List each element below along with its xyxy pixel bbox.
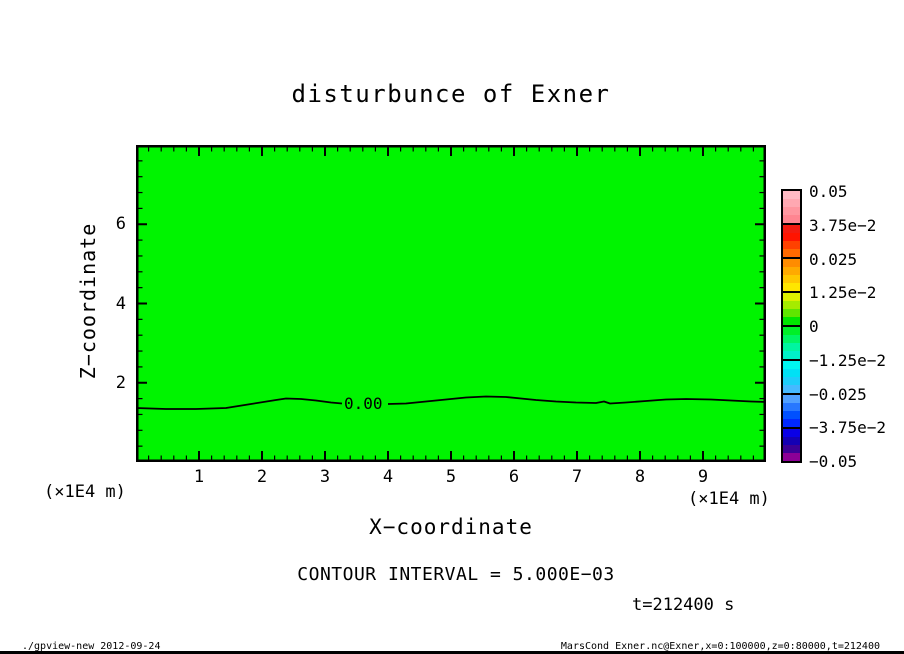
x-tick-label: 6	[508, 467, 520, 487]
colorbar-tick-label: −0.05	[809, 452, 858, 471]
x-tick-label: 1	[193, 467, 205, 487]
zero-contour-line	[136, 395, 766, 410]
x-tick-label: 2	[256, 467, 268, 487]
colorbar-segment	[783, 223, 800, 257]
x-tick-label: 7	[571, 467, 583, 487]
colorbar-band	[783, 335, 800, 343]
colorbar-band	[783, 249, 800, 257]
colorbar-band	[783, 275, 800, 283]
colorbar-tick-label: 0	[809, 317, 819, 336]
colorbar-band	[783, 327, 800, 335]
colorbar-band	[783, 377, 800, 385]
x-tick-label: 4	[382, 467, 394, 487]
colorbar-band	[783, 283, 800, 291]
colorbar-segment	[783, 393, 800, 427]
colorbar-segment	[783, 359, 800, 393]
colorbar-band	[783, 241, 800, 249]
colorbar-band	[783, 191, 800, 199]
y-axis-unit-label: (×1E4 m)	[44, 482, 126, 502]
colorbar-tick-label: −1.25e−2	[809, 350, 887, 370]
footer-dataset-info: MarsCond_Exner.nc@Exner,x=0:100000,z=0:8…	[560, 641, 880, 652]
colorbar-band	[783, 429, 800, 437]
plot-frame	[136, 145, 766, 462]
colorbar-segment	[783, 191, 800, 223]
colorbar-segment	[783, 427, 800, 461]
colorbar-band	[783, 419, 800, 427]
colorbar-band	[783, 385, 800, 393]
colorbar-band	[783, 369, 800, 377]
colorbar-band	[783, 437, 800, 445]
colorbar-tick-label: −0.025	[809, 384, 867, 404]
chart-title: disturbunce of Exner	[291, 80, 611, 108]
window-bottom-border	[0, 651, 904, 654]
colorbar-segment	[783, 325, 800, 359]
colorbar-band	[783, 411, 800, 419]
colorbar	[781, 189, 802, 463]
colorbar-band	[783, 445, 800, 453]
contour-line-label: 0.00	[344, 394, 383, 413]
colorbar-band	[783, 225, 800, 233]
colorbar-band	[783, 301, 800, 309]
colorbar-band	[783, 207, 800, 215]
colorbar-tick-label: 0.05	[809, 182, 848, 201]
x-tick-label: 9	[697, 467, 709, 487]
x-tick-label: 5	[445, 467, 457, 487]
colorbar-tick-label: 1.25e−2	[809, 283, 877, 303]
colorbar-band	[783, 215, 800, 223]
plot-area: 0.00	[136, 145, 766, 462]
footer-program-date: ./gpview-new 2012-09-24	[22, 641, 161, 652]
plot-fill-region	[136, 145, 766, 462]
plot-svg: 0.00	[136, 145, 766, 462]
x-axis-unit-label: (×1E4 m)	[688, 489, 770, 509]
x-tick-label: 3	[319, 467, 331, 487]
axis-ticks	[138, 147, 764, 460]
colorbar-segment	[783, 291, 800, 325]
colorbar-band	[783, 361, 800, 369]
colorbar-band	[783, 395, 800, 403]
colorbar-segment	[783, 257, 800, 291]
time-stamp-text: t=212400 s	[632, 595, 735, 615]
colorbar-band	[783, 233, 800, 241]
y-tick-label: 4	[115, 293, 126, 314]
x-axis-title: X−coordinate	[369, 515, 533, 539]
colorbar-tick-label: 0.025	[809, 249, 858, 269]
colorbar-band	[783, 259, 800, 267]
colorbar-band	[783, 293, 800, 301]
colorbar-band	[783, 453, 800, 461]
colorbar-band	[783, 199, 800, 207]
x-tick-label: 8	[634, 467, 646, 487]
colorbar-band	[783, 309, 800, 317]
colorbar-band	[783, 351, 800, 359]
colorbar-band	[783, 403, 800, 411]
colorbar-tick-label: 3.75e−2	[809, 215, 877, 235]
colorbar-band	[783, 317, 800, 325]
colorbar-band	[783, 343, 800, 351]
y-tick-label: 2	[115, 372, 126, 393]
colorbar-band	[783, 267, 800, 275]
contour-interval-text: CONTOUR INTERVAL = 5.000E−03	[297, 564, 615, 585]
y-tick-label: 6	[115, 214, 126, 235]
colorbar-tick-label: −3.75e−2	[809, 418, 887, 438]
